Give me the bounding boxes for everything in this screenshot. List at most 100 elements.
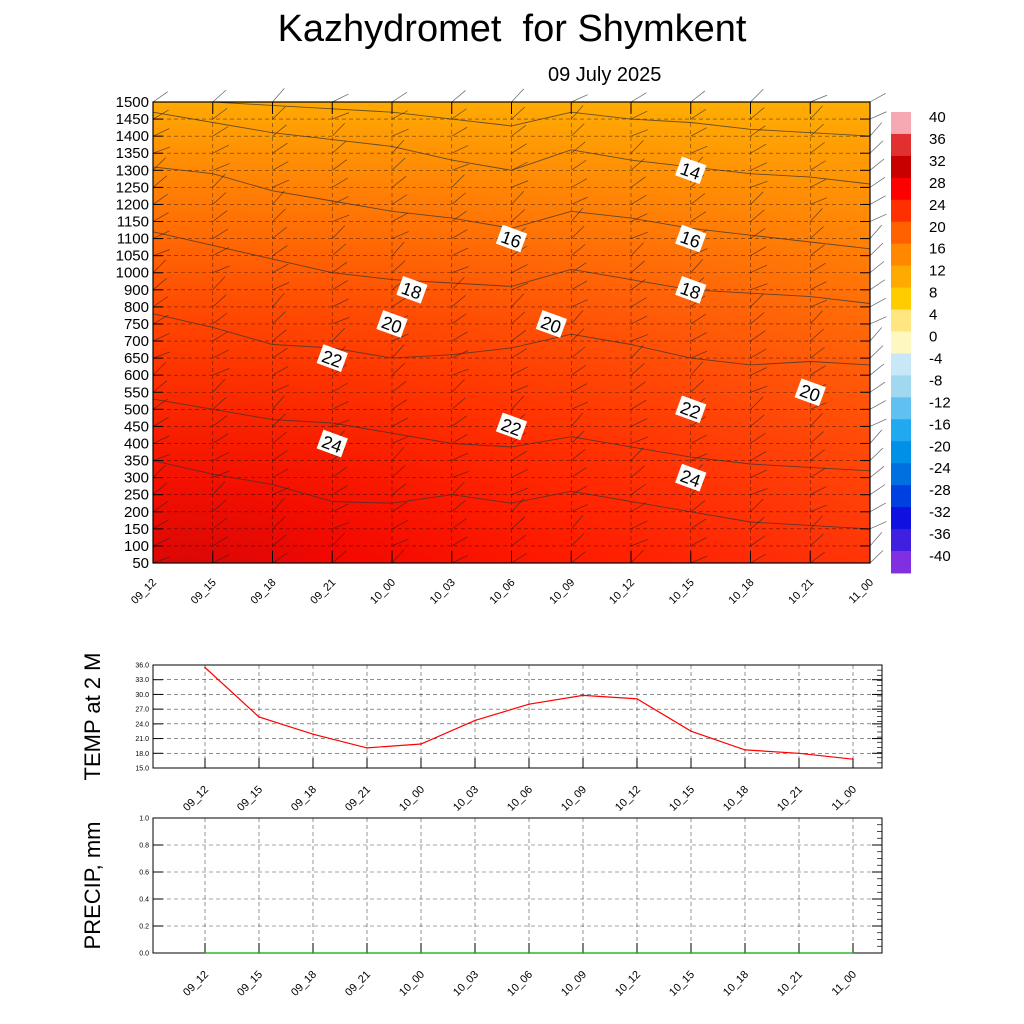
wind-barb [690,453,708,461]
wind-barb [750,312,765,325]
colorbar-tick-label: 28 [929,175,946,192]
data-point [798,752,800,755]
wind-barb [690,127,707,137]
wind-barb [212,397,227,410]
data-point [528,703,530,706]
wind-barb [332,466,348,478]
wind-barb [810,467,826,478]
wind-barb [571,485,588,496]
wind-barb [272,497,285,513]
wind-barb [570,310,584,325]
data-point [852,758,854,760]
wind-barb [272,450,288,461]
wind-barb [272,534,287,547]
color-bar: 4036322824201612840-4-8-12-16-20-24-28-3… [891,109,951,574]
wind-barb [391,501,408,513]
wind-barb [570,105,584,120]
wind-barb [750,180,768,188]
wind-barb [511,180,529,188]
y-tick-label: 30.0 [135,692,149,699]
wind-barb [511,385,529,393]
x-tick-label: 10_06 [488,577,518,607]
temperature-plot: 36.0 33.0 30.0 27.0 24.0 21.0 18.0 15.0 09_12 09_… [80,653,883,814]
wind-barb [152,277,168,291]
wind-barb [869,447,884,461]
wind-barb [272,413,286,427]
y-tick-label: 250 [124,487,149,504]
wind-barb [869,279,886,291]
wind-barb [690,518,707,530]
wind-barb [451,481,465,495]
wind-barb [869,521,887,530]
wind-barb [571,280,588,291]
chart-subtitle: 09 July 2025 [548,64,662,86]
wind-barb [212,368,230,376]
wind-barb [451,295,466,308]
wind-barb [750,191,764,205]
wind-barb [571,262,587,274]
data-point [636,952,638,954]
wind-barb [451,518,467,530]
wind-barb [511,348,527,359]
data-point [204,952,206,954]
heat-field-bottom [153,102,870,563]
wind-barb [750,367,767,376]
wind-barb [391,362,406,376]
y-tick-label: 750 [124,316,149,333]
wind-barb [869,297,886,308]
wind-barb [391,176,407,188]
colorbar-swatch [891,551,911,574]
wind-barb [571,178,588,188]
wind-barb [212,144,229,154]
wind-barb [152,556,171,564]
wind-barb [451,210,467,222]
wind-barb [630,278,646,291]
data-point [582,694,584,697]
wind-barb [511,293,525,308]
wind-barb [152,464,166,478]
wind-barb [690,379,705,393]
wind-barb [869,224,883,239]
wind-barb [809,413,823,427]
wind-barb [272,384,290,393]
wind-barb [451,368,469,376]
wind-barb [212,536,229,547]
wind-barb [272,487,290,496]
wind-barb [272,347,288,359]
wind-barb [212,276,226,291]
wind-barb [869,363,885,376]
contour-line [152,313,871,366]
precipitation-plot: 1.0 0.8 0.6 0.4 0.2 0.0 09_12 09_15 09_18 09_21 10… [80,816,883,999]
wind-barb [212,554,229,564]
wind-barb [571,225,585,239]
wind-barb [630,242,644,256]
wind-barb [152,333,170,342]
wind-barb [272,395,285,410]
colorbar-swatch [891,133,911,157]
wind-barb [690,361,704,376]
contour-label: 20 [376,310,408,338]
wind-barb [332,401,349,410]
colorbar-tick-label: 36 [929,131,946,148]
contour-label-box [675,275,707,304]
colorbar-tick-label: 4 [929,307,937,324]
wind-barb [630,502,647,513]
y-tick-label: 550 [124,384,149,401]
wind-barb [391,139,405,154]
wind-barb [869,177,886,188]
wind-barb [690,332,707,342]
wind-barb [391,296,408,308]
wind-barb [152,519,169,530]
y-tick-label: 33.0 [135,677,149,684]
wind-barb [869,532,883,547]
wind-barb [750,535,766,547]
wind-barb [451,499,466,513]
x-tick-label: 10_00 [397,784,427,814]
y-tick-label: 1050 [116,248,149,265]
wind-barb [511,161,528,171]
wind-barb [272,516,286,530]
wind-barb [630,158,645,171]
wind-barb [630,260,645,274]
wind-barb [571,551,586,564]
wind-barb [690,108,707,120]
